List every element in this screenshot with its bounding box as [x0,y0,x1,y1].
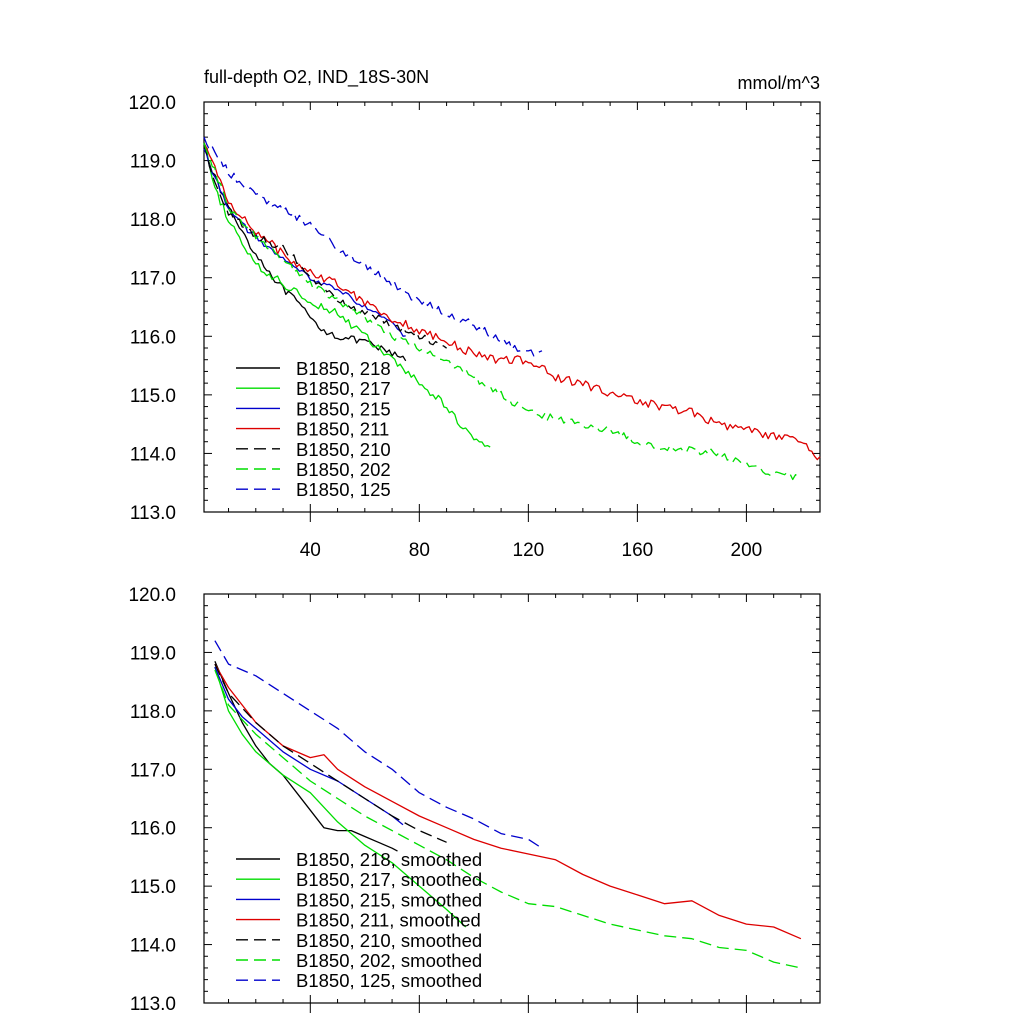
y-tick-label: 113.0 [130,503,176,524]
legend-label: B1850, 210, smoothed [296,930,482,951]
legend-label: B1850, 202, smoothed [296,950,482,971]
series-line [214,640,543,849]
x-tick-label: 120 [513,540,545,561]
series-line [214,666,404,826]
series-line [203,136,543,357]
units-label: mmol/m^3 [738,73,820,93]
series-line [214,663,447,843]
plot-frame [203,593,821,1004]
legend-label: B1850, 210 [296,439,391,460]
series-line [203,142,821,461]
y-tick-label: 115.0 [130,386,176,407]
x-tick-label: 40 [300,540,321,561]
y-tick-label: 116.0 [130,327,176,348]
series-line [214,660,398,852]
y-tick-label: 120.0 [128,585,176,606]
bottom-panel: 113.0 114.0 115.0 116.0 117.0 118.0 119.0 120.0… [128,585,821,1015]
legend-label: B1850, 217, smoothed [296,869,482,890]
series-line [203,142,491,448]
legend-label: B1850, 125 [296,479,391,500]
legend-label: B1850, 211, smoothed [296,910,481,931]
y-tick-label: 118.0 [130,210,176,231]
y-tick-label: 120.0 [128,93,176,114]
y-tick-label: 118.0 [130,702,176,723]
y-tick-label: 114.0 [130,444,176,465]
legend-label: B1850, 215 [296,398,391,419]
legend-label: B1850, 125, smoothed [296,970,482,991]
x-tick-label: 200 [731,540,763,561]
chart-title: full-depth O2, IND_18S-30N [204,67,429,88]
series-line [203,142,447,349]
series-line [214,669,802,969]
legend-label: B1850, 218 [296,358,391,379]
y-tick-label: 115.0 [130,877,176,898]
y-tick-label: 113.0 [130,994,176,1015]
series-line [214,666,467,928]
x-tick-label: 80 [409,540,430,561]
y-tick-label: 114.0 [130,936,176,957]
legend-label: B1850, 218, smoothed [296,849,482,870]
legend-label: B1850, 217 [296,378,391,399]
plot-frame [203,101,821,513]
series-line [203,142,407,362]
series-line [214,663,802,940]
series-line [203,142,802,481]
x-tick-label: 160 [622,540,654,561]
legend-label: B1850, 215, smoothed [296,889,482,910]
y-tick-label: 119.0 [130,643,176,664]
y-tick-label: 116.0 [130,819,176,840]
y-tick-label: 117.0 [130,760,176,781]
y-tick-label: 119.0 [130,152,176,173]
legend-label: B1850, 211 [296,419,389,440]
y-tick-label: 117.0 [130,269,176,290]
top-panel: 113.0 114.0 115.0 116.0 117.0 118.0 119.0 120.0… [128,67,821,561]
legend-label: B1850, 202 [296,459,391,480]
